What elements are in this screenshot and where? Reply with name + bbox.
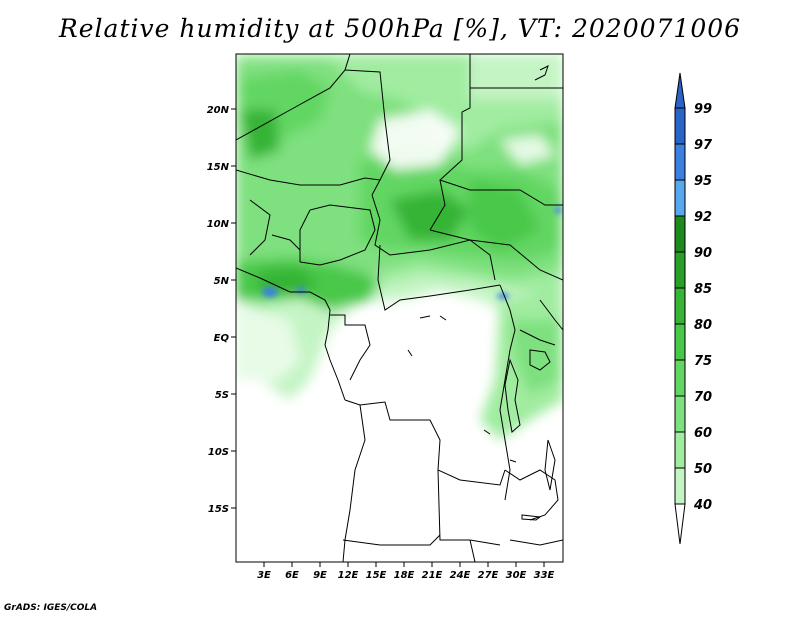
lon-label-9e: 9E xyxy=(313,570,327,581)
colorbar-label-90: 90 xyxy=(694,246,712,261)
lon-label-24e: 24E xyxy=(450,570,471,581)
lat-label-5s: 5S xyxy=(215,390,229,401)
colorbar-label-40: 40 xyxy=(693,498,712,513)
grads-credit: GrADS: IGES/COLA xyxy=(4,603,98,613)
colorbar-label-99: 99 xyxy=(694,102,712,117)
lon-tick-marks xyxy=(263,562,545,567)
lon-label-21e: 21E xyxy=(422,570,443,581)
lat-label-10n: 10N xyxy=(207,219,230,230)
colorbar-segment-80 xyxy=(674,323,686,361)
colorbar-segment-60 xyxy=(674,431,686,469)
colorbar-label-97: 97 xyxy=(694,138,713,153)
lon-label-18e: 18E xyxy=(394,570,415,581)
colorbar-label-70: 70 xyxy=(694,390,712,405)
lat-label-15s: 15S xyxy=(208,504,229,515)
colorbar-label-95: 95 xyxy=(694,174,712,189)
lon-labels: 3E 6E 9E 12E 15E 18E 21E 24E 27E 30E 33E xyxy=(257,570,554,581)
colorbar-segment-90 xyxy=(674,251,686,289)
colorbar: 99 97 95 92 90 85 80 75 70 60 50 40 xyxy=(674,72,713,545)
lon-label-3e: 3E xyxy=(257,570,271,581)
colorbar-segment-99 xyxy=(674,107,686,145)
colorbar-segment-97 xyxy=(674,143,686,181)
lon-label-33e: 33E xyxy=(534,570,555,581)
lon-label-15e: 15E xyxy=(366,570,387,581)
colorbar-segment-85 xyxy=(674,287,686,325)
lon-label-6e: 6E xyxy=(285,570,299,581)
lon-label-12e: 12E xyxy=(338,570,359,581)
colorbar-label-75: 75 xyxy=(694,354,712,369)
colorbar-label-50: 50 xyxy=(694,462,712,477)
colorbar-bottom-arrow xyxy=(674,503,686,545)
lat-label-10s: 10S xyxy=(208,447,229,458)
colorbar-segment-50 xyxy=(674,467,686,505)
lon-label-30e: 30E xyxy=(506,570,527,581)
colorbar-top-arrow xyxy=(674,72,686,109)
colorbar-segment-95 xyxy=(674,179,686,217)
colorbar-label-92: 92 xyxy=(694,210,712,225)
lat-labels: 20N 15N 10N 5N EQ 5S 10S 15S xyxy=(207,105,230,515)
map-frame xyxy=(235,53,564,563)
lat-label-eq: EQ xyxy=(214,333,230,344)
colorbar-label-80: 80 xyxy=(694,318,712,333)
country-boundaries xyxy=(236,54,563,562)
colorbar-segment-75 xyxy=(674,359,686,397)
colorbar-label-60: 60 xyxy=(694,426,712,441)
lon-label-27e: 27E xyxy=(478,570,499,581)
chart-title: Relative humidity at 500hPa [%], VT: 202… xyxy=(58,14,742,43)
humidity-field xyxy=(236,54,563,440)
lat-tick-marks xyxy=(231,108,236,509)
colorbar-segment-70 xyxy=(674,395,686,433)
colorbar-label-85: 85 xyxy=(694,282,712,297)
lat-label-20n: 20N xyxy=(207,105,230,116)
colorbar-segment-92 xyxy=(674,215,686,253)
lat-label-15n: 15N xyxy=(207,162,230,173)
lat-label-5n: 5N xyxy=(214,276,230,287)
